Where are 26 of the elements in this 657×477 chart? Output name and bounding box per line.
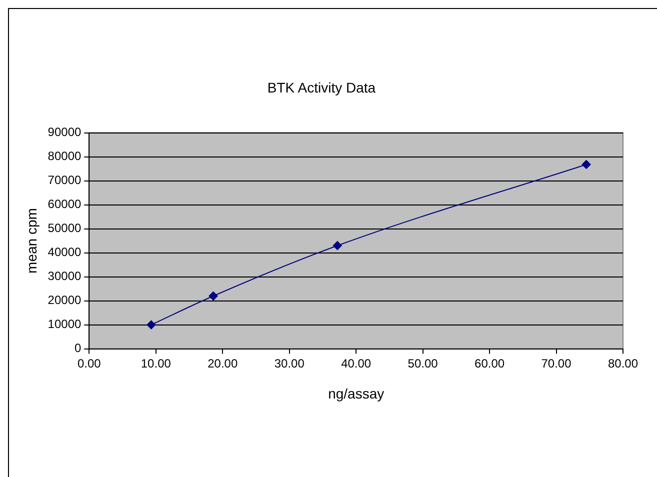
x-tick-label: 60.00 xyxy=(474,356,505,370)
point xyxy=(208,292,218,300)
y-axis-title: mean cpm xyxy=(23,208,40,274)
y-tick-label: 90000 xyxy=(48,125,82,140)
x-tick-label: 10.00 xyxy=(140,356,172,370)
y-tick-label: 40000 xyxy=(48,245,82,260)
y-tick-label: 60000 xyxy=(48,197,82,212)
y-tick-label: 10000 xyxy=(48,317,82,332)
x-tick-label: 40.00 xyxy=(341,356,372,370)
x-tick-label: 50.00 xyxy=(408,356,438,370)
chart-title: BTK Activity Data xyxy=(267,79,376,96)
x-tick-label: 0.00 xyxy=(77,356,102,370)
y-tick-label: 50000 xyxy=(48,221,82,236)
point xyxy=(332,241,342,250)
y-tick-label: 30000 xyxy=(48,269,82,284)
x-tick-label: 30.00 xyxy=(274,356,305,370)
x-tick-label: 20.00 xyxy=(208,356,238,370)
point xyxy=(146,320,156,330)
y-tick-label: 20000 xyxy=(48,293,82,308)
y-tick-label: 0 xyxy=(74,341,82,356)
x-tick-label: 70.00 xyxy=(541,356,572,370)
point xyxy=(582,160,591,169)
x-tick-label: 80.00 xyxy=(608,356,638,370)
y-tick-label: 80000 xyxy=(48,149,82,164)
x-axis-title: ng/assay xyxy=(328,385,384,402)
y-tick-label: 70000 xyxy=(48,173,82,188)
